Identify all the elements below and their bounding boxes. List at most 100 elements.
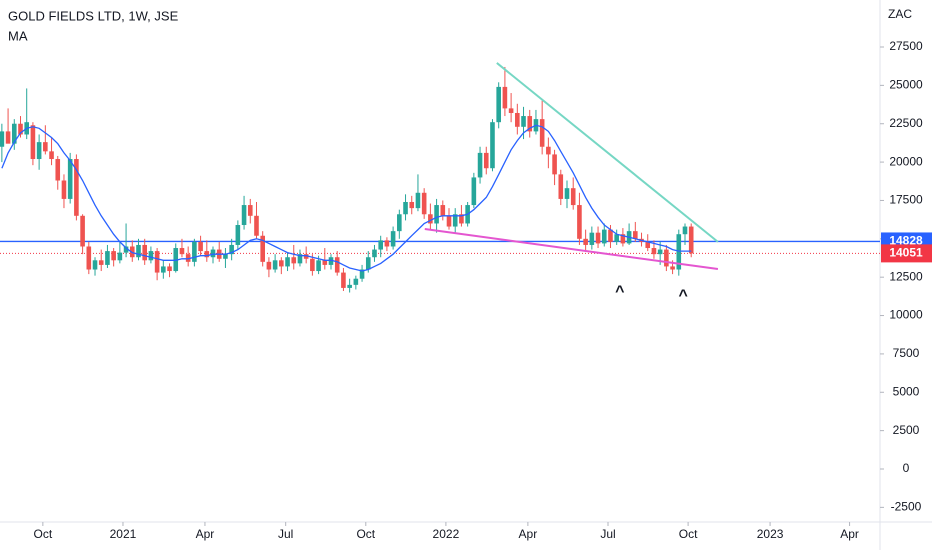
candle-body (235, 225, 241, 245)
candle-body (61, 180, 67, 199)
candle-body (18, 123, 23, 135)
candle-body (55, 159, 61, 181)
candle-body (601, 229, 607, 244)
x-tick-label: 2021 (110, 527, 137, 541)
candle-body (620, 234, 626, 244)
candle-body (645, 241, 651, 249)
y-tick-label: 20000 (889, 154, 923, 168)
candle-body (483, 152, 489, 169)
candle-body (390, 231, 396, 247)
chart-title: GOLD FIELDS LTD, 1W, JSE (8, 8, 179, 23)
candle-body (229, 244, 234, 255)
candle-body (372, 249, 377, 258)
candle-body (86, 246, 92, 270)
candle-body (148, 251, 154, 261)
x-tick-label: Apr (840, 527, 859, 541)
candle-body (123, 246, 129, 253)
candle-body (353, 278, 359, 285)
x-tick-label: Oct (34, 527, 53, 541)
candle-body (539, 119, 545, 147)
candle-body (365, 257, 371, 270)
candle-body (577, 205, 582, 239)
candle-body (440, 205, 446, 216)
candle-body (452, 214, 458, 227)
y-axis-label: ZAC (888, 7, 912, 21)
candle-body (36, 142, 42, 160)
x-tick-label: Apr (519, 527, 538, 541)
candle-body (43, 142, 48, 152)
candle-body (428, 214, 433, 224)
y-tick-label: 2500 (893, 423, 920, 437)
candle-body (266, 261, 272, 270)
candle-body (564, 188, 570, 199)
candle-body (247, 205, 253, 216)
candle-body (328, 257, 334, 265)
candle-body (608, 229, 613, 242)
candle-body (111, 251, 116, 261)
x-tick-label: Jul (278, 527, 293, 541)
candle-body (496, 86, 501, 123)
y-tick-label: 25000 (889, 78, 923, 92)
trend-line (424, 228, 719, 271)
candle-body (434, 205, 439, 224)
y-tick-label: 22500 (889, 116, 923, 130)
candle-body (415, 192, 421, 209)
candle-body (285, 257, 290, 267)
candle-body (527, 116, 533, 132)
candle-body (316, 260, 321, 272)
candle-body (651, 248, 657, 255)
candle-body (657, 249, 663, 255)
candle-body (179, 248, 185, 255)
candle-body (334, 257, 340, 273)
x-tick-label: Apr (196, 527, 215, 541)
candle-body (322, 260, 328, 265)
candle-body (502, 86, 508, 109)
annotation: ^ (615, 283, 624, 300)
candle-body (403, 201, 408, 215)
candle-body (341, 272, 346, 288)
candle-body (161, 266, 166, 273)
candle-body (397, 214, 402, 232)
candle-body (421, 192, 427, 215)
x-tick-label: Jul (600, 527, 615, 541)
candle-body (272, 260, 278, 270)
candle-body (552, 154, 557, 175)
candle-body (254, 215, 259, 236)
candle-body (633, 231, 638, 239)
candle-body (676, 234, 682, 270)
candle-body (589, 232, 595, 245)
candle-body (570, 188, 576, 206)
candle-body (490, 122, 495, 169)
candle-body (409, 201, 415, 209)
candle-body (154, 251, 160, 273)
candle-body (297, 254, 303, 264)
price-label-box (881, 244, 932, 263)
candle-body (223, 254, 228, 259)
y-tick-label: 12500 (889, 269, 923, 283)
candle-body (136, 244, 141, 258)
x-tick-label: Oct (356, 527, 375, 541)
candle-body (546, 146, 551, 155)
candle-body (0, 131, 5, 147)
indicator-label: MA (8, 28, 28, 43)
candle-body (279, 260, 284, 267)
candle-body (446, 215, 452, 227)
y-tick-label: 5000 (893, 384, 920, 398)
candle-body (583, 238, 588, 245)
candle-body (241, 205, 247, 226)
candle-body (92, 260, 98, 270)
candle-body (471, 177, 477, 206)
candle-body (204, 251, 210, 258)
y-tick-label: 17500 (889, 193, 923, 207)
candle-body (384, 240, 390, 247)
candle-body (664, 249, 669, 267)
annotation: ^ (678, 287, 687, 304)
moving-average (1, 124, 692, 272)
candle-body (558, 174, 564, 199)
candle-body (167, 266, 172, 272)
x-tick-label: 2022 (433, 527, 460, 541)
candle-body (192, 241, 197, 262)
candle-body (291, 257, 297, 264)
price-label: 14051 (889, 246, 923, 260)
